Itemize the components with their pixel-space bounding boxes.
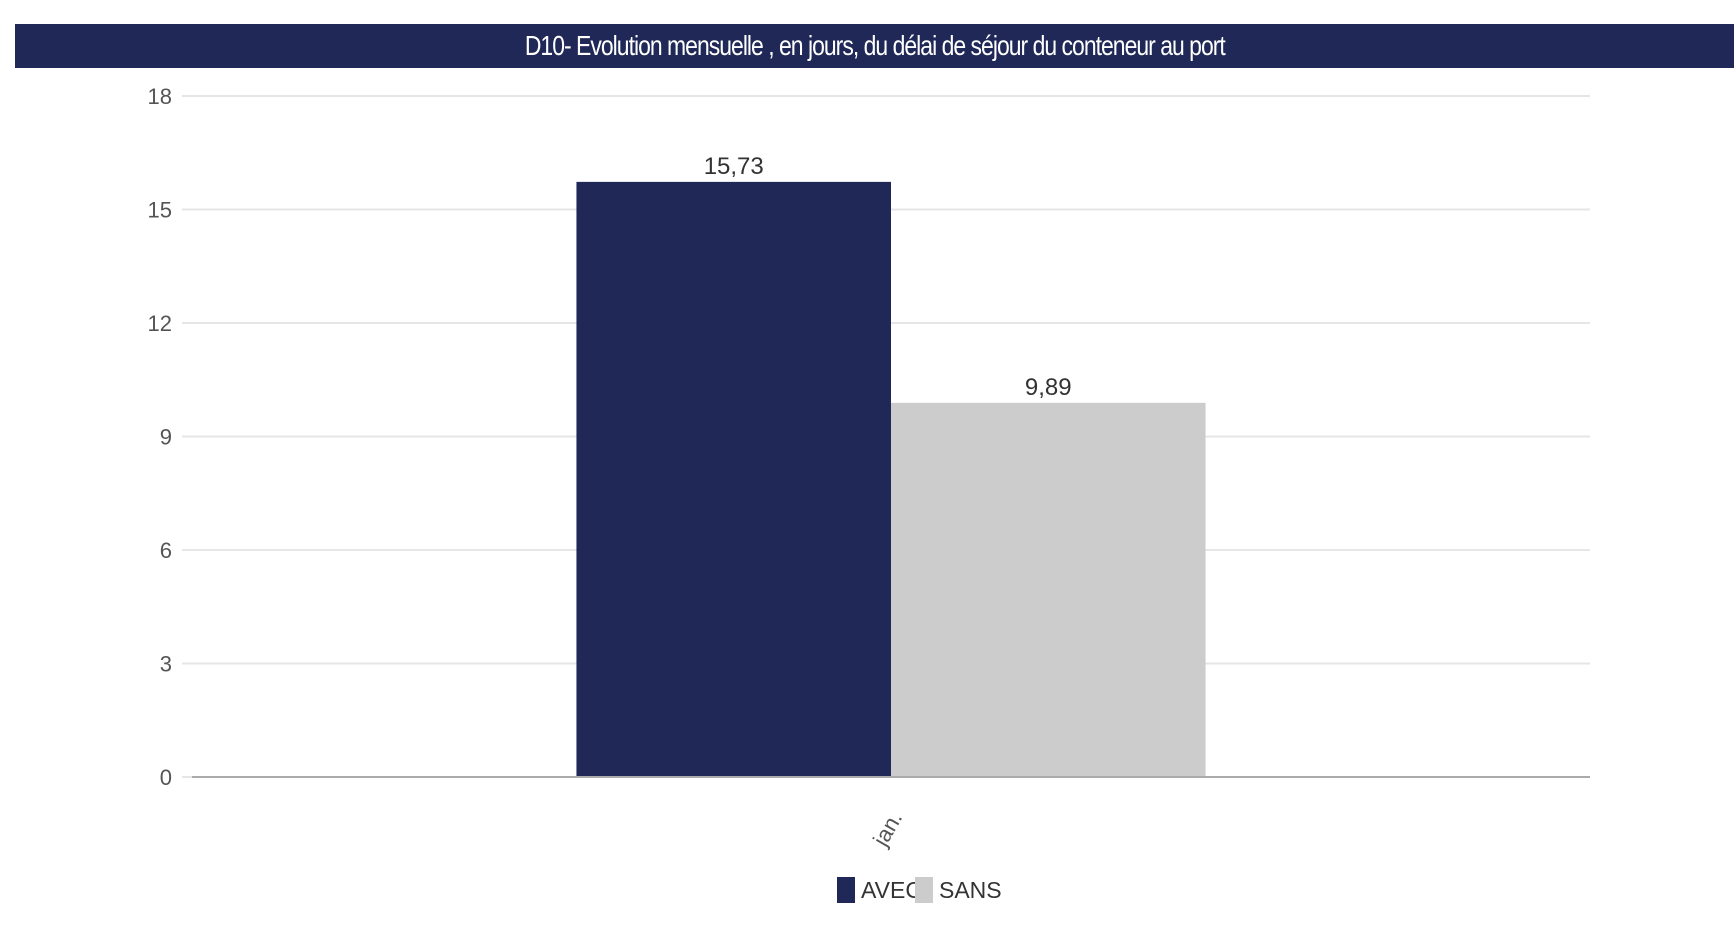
chart-title: D10- Evolution mensuelle , en jours, du … xyxy=(524,30,1226,61)
y-tick-label: 15 xyxy=(148,198,172,223)
y-tick-label: 9 xyxy=(160,425,172,450)
legend-swatch-avec[interactable] xyxy=(837,877,855,903)
y-tick-label: 6 xyxy=(160,538,172,563)
y-tick-label: 3 xyxy=(160,652,172,677)
legend-label-sans[interactable]: SANS xyxy=(939,877,1002,903)
x-tick-label: jan. xyxy=(867,807,907,851)
y-tick-label: 18 xyxy=(148,84,172,109)
legend-label-avec[interactable]: AVEC xyxy=(861,877,922,903)
chart-title-bar: D10- Evolution mensuelle , en jours, du … xyxy=(15,24,1734,68)
bar-avec[interactable] xyxy=(576,181,891,778)
bars: 15,73 9,89 xyxy=(576,153,1206,778)
y-tick-label: 12 xyxy=(148,311,172,336)
y-axis-ticks: 0 3 6 9 12 15 18 xyxy=(148,84,192,790)
data-label-sans: 9,89 xyxy=(1025,374,1072,401)
x-axis-ticks: jan. xyxy=(867,807,907,851)
legend-swatch-sans[interactable] xyxy=(915,877,933,903)
legend[interactable]: AVEC SANS xyxy=(837,877,1002,903)
bar-sans[interactable] xyxy=(891,402,1206,777)
data-label-avec: 15,73 xyxy=(704,153,764,180)
y-tick-label: 0 xyxy=(160,765,172,790)
